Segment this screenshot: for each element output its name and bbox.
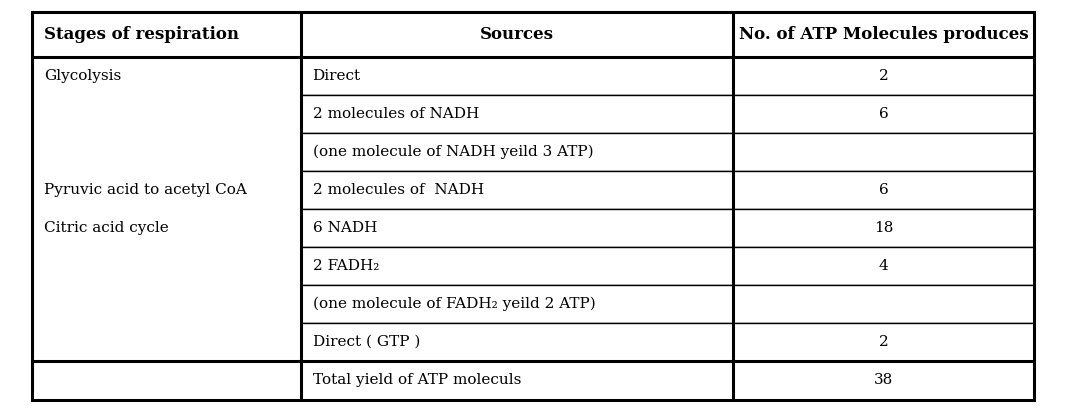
Bar xyxy=(733,171,1034,209)
Text: Stages of respiration: Stages of respiration xyxy=(44,26,239,43)
Text: 6: 6 xyxy=(878,183,889,197)
Bar xyxy=(301,133,733,171)
Text: 2 FADH₂: 2 FADH₂ xyxy=(312,259,378,273)
Text: 2 molecules of  NADH: 2 molecules of NADH xyxy=(312,183,484,197)
Bar xyxy=(733,57,1034,95)
Bar xyxy=(32,361,301,400)
Bar xyxy=(733,133,1034,171)
Text: 2: 2 xyxy=(878,335,889,349)
Bar xyxy=(733,285,1034,323)
Text: Pyruvic acid to acetyl CoA: Pyruvic acid to acetyl CoA xyxy=(44,183,247,197)
Text: Total yield of ATP moleculs: Total yield of ATP moleculs xyxy=(312,373,521,387)
Text: Direct ( GTP ): Direct ( GTP ) xyxy=(312,335,420,349)
Text: Glycolysis: Glycolysis xyxy=(44,69,122,83)
Bar xyxy=(733,209,1034,247)
Bar xyxy=(301,247,733,285)
Text: 6: 6 xyxy=(878,107,889,121)
Text: Direct: Direct xyxy=(312,69,360,83)
Text: 18: 18 xyxy=(874,221,893,235)
Bar xyxy=(733,95,1034,133)
Text: Sources: Sources xyxy=(480,26,554,43)
Bar xyxy=(733,247,1034,285)
Bar xyxy=(301,361,733,400)
Text: (one molecule of FADH₂ yeild 2 ATP): (one molecule of FADH₂ yeild 2 ATP) xyxy=(312,297,595,311)
Bar xyxy=(733,12,1034,57)
Bar xyxy=(733,361,1034,400)
Text: 2 molecules of NADH: 2 molecules of NADH xyxy=(312,107,479,121)
Bar xyxy=(301,171,733,209)
Bar xyxy=(301,57,733,95)
Bar xyxy=(301,285,733,323)
Text: (one molecule of NADH yeild 3 ATP): (one molecule of NADH yeild 3 ATP) xyxy=(312,145,593,159)
Text: 2: 2 xyxy=(878,69,889,83)
Bar xyxy=(301,95,733,133)
Text: Citric acid cycle: Citric acid cycle xyxy=(44,221,168,235)
Bar xyxy=(733,323,1034,361)
Text: 4: 4 xyxy=(878,259,889,273)
Bar xyxy=(301,323,733,361)
Bar xyxy=(32,57,301,361)
Text: No. of ATP Molecules produces: No. of ATP Molecules produces xyxy=(739,26,1029,43)
Bar xyxy=(32,12,301,57)
Bar xyxy=(301,12,733,57)
Text: 38: 38 xyxy=(874,373,893,387)
Bar xyxy=(301,209,733,247)
Text: 6 NADH: 6 NADH xyxy=(312,221,377,235)
